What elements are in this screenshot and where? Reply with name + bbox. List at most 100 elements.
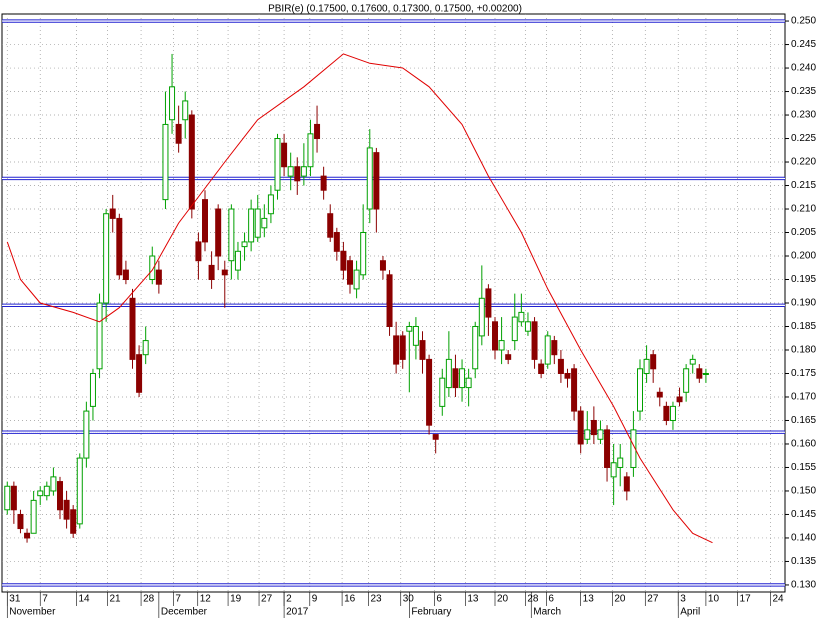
x-tick-label: 12 [200, 594, 212, 605]
candle-body [669, 405, 676, 421]
candle-body [50, 476, 57, 492]
x-tick-label: 7 [42, 594, 48, 605]
candle-body [195, 241, 202, 262]
y-tick-label: 0.235 [791, 86, 816, 97]
y-tick-label: 0.155 [791, 462, 816, 473]
y-tick-label: 0.170 [791, 392, 816, 403]
candle-body [604, 429, 611, 468]
candle-body [485, 288, 492, 318]
candle-body [637, 368, 643, 412]
candle-body [340, 250, 347, 271]
candle-body [215, 208, 222, 257]
x-tick-label: 3 [680, 594, 686, 605]
candle-body [472, 325, 479, 370]
y-tick-label: 0.215 [791, 180, 816, 191]
month-label: March [533, 607, 561, 618]
candle-body [83, 410, 90, 459]
candle-body [571, 368, 578, 412]
x-tick-label: 6 [436, 594, 442, 605]
candle-body [426, 358, 433, 426]
x-tick-label: 19 [230, 594, 242, 605]
candle-body [597, 429, 604, 440]
y-tick-label: 0.165 [791, 415, 816, 426]
candle-body [122, 269, 129, 281]
x-tick-label: 30 [403, 594, 415, 605]
candle-body [300, 166, 307, 177]
x-tick-label: 28 [143, 594, 155, 605]
y-tick-label: 0.175 [791, 368, 816, 379]
candle-body [498, 340, 505, 351]
candle-body [142, 340, 149, 356]
x-tick-label: 21 [109, 594, 121, 605]
moving-average-line [6, 53, 713, 544]
candle-body [70, 509, 77, 534]
candle-body [452, 368, 459, 389]
candle-body [116, 217, 123, 276]
y-tick-label: 0.150 [791, 486, 816, 497]
candle-body [393, 335, 400, 365]
candle-body [465, 377, 472, 389]
candle-body [347, 260, 353, 285]
x-tick-label: 7 [175, 594, 181, 605]
candle-body [274, 138, 281, 191]
candle-body [96, 302, 103, 370]
candle-body [228, 208, 235, 262]
candle-body [360, 232, 367, 276]
x-tick-label: 24 [773, 594, 785, 605]
candle-body [169, 86, 176, 121]
candle-body [399, 335, 406, 360]
x-tick-label: 6 [548, 594, 554, 605]
candle-body [155, 269, 162, 285]
candle-body [162, 123, 169, 201]
candle-body [656, 391, 663, 398]
y-tick-label: 0.245 [791, 39, 816, 50]
x-tick-label: 23 [370, 594, 382, 605]
candle-body [379, 260, 386, 271]
y-tick-label: 0.160 [791, 439, 816, 450]
x-tick-label: 9 [312, 594, 318, 605]
x-tick-label: 27 [261, 594, 273, 605]
candle-body [445, 358, 452, 389]
y-tick-label: 0.210 [791, 204, 816, 215]
candle-body [544, 335, 551, 365]
candle-body [89, 372, 96, 407]
x-tick-label: 20 [614, 594, 626, 605]
month-label: February [411, 607, 451, 618]
candle-body [492, 321, 498, 351]
candle-body [478, 297, 485, 337]
x-tick-label: 20 [497, 594, 509, 605]
candle-body [63, 499, 70, 520]
plot-frame [1, 13, 786, 593]
candle-body [287, 166, 294, 177]
candle-body [511, 316, 518, 342]
candle-body [30, 499, 37, 534]
candle-body [663, 405, 670, 421]
month-label: 2017 [286, 607, 309, 618]
y-tick-label: 0.135 [791, 556, 816, 567]
candle-body [234, 250, 241, 271]
y-tick-label: 0.240 [791, 63, 816, 74]
candle-body [412, 325, 419, 346]
x-tick-label: 27 [647, 594, 659, 605]
y-tick-label: 0.195 [791, 274, 816, 285]
candle-body [136, 354, 143, 393]
candle-body [676, 396, 683, 403]
candle-body [307, 133, 314, 168]
candle-body [267, 194, 274, 215]
month-label: December [161, 607, 208, 618]
candle-body [696, 368, 703, 379]
candle-body [689, 358, 696, 365]
candle-body [551, 340, 558, 356]
candle-body [221, 269, 228, 276]
candle-body [702, 372, 709, 375]
x-tick-label: 2 [286, 594, 292, 605]
x-tick-label: 28 [527, 594, 539, 605]
candle-body [577, 410, 584, 445]
candle-body [366, 147, 373, 210]
x-tick-label: 14 [78, 594, 90, 605]
candle-body [103, 213, 110, 304]
candle-body [557, 358, 564, 374]
candle-body [261, 217, 268, 229]
y-tick-label: 0.205 [791, 227, 816, 238]
